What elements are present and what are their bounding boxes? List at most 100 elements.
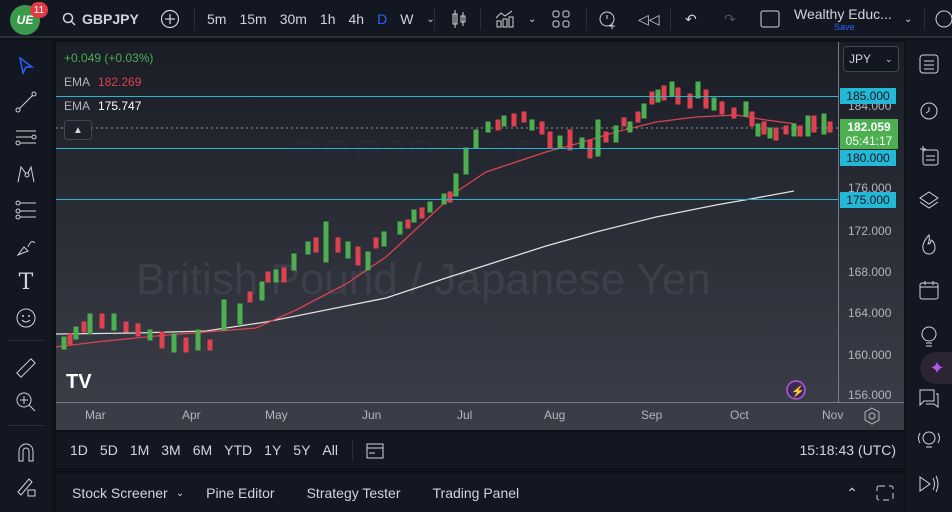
- time-tick: Aug: [544, 408, 566, 422]
- alerts-button[interactable]: [915, 96, 943, 124]
- interval-W[interactable]: W: [400, 11, 414, 27]
- ai-assistant-button[interactable]: ✦: [920, 352, 952, 384]
- chevron-down-icon[interactable]: ⌄: [528, 13, 537, 25]
- range-3M[interactable]: 3M: [161, 442, 181, 458]
- tab-trading-panel[interactable]: Trading Panel: [432, 485, 520, 501]
- range-6M[interactable]: 6M: [192, 442, 213, 458]
- interval-D[interactable]: D: [377, 11, 388, 27]
- replay-button[interactable]: ◁◁: [638, 0, 660, 38]
- pattern-tool[interactable]: [12, 160, 40, 188]
- alert-button[interactable]: [598, 0, 618, 38]
- support-line-180[interactable]: [56, 148, 838, 149]
- chart-pane[interactable]: GBPJPY, 1D British Pound / Japanese Yen …: [56, 42, 838, 402]
- maximize-panel-button[interactable]: [876, 485, 894, 501]
- chart-type-button[interactable]: [450, 0, 468, 38]
- text-icon: T: [18, 269, 34, 295]
- emoji-tool[interactable]: [12, 304, 40, 332]
- watchlist-button[interactable]: [915, 50, 943, 78]
- interval-5m[interactable]: 5m: [207, 11, 227, 27]
- line-label-175: 175.000: [840, 192, 896, 208]
- range-1D[interactable]: 1D: [70, 442, 88, 458]
- cursor-icon: [19, 57, 34, 75]
- flame-icon: [922, 233, 936, 255]
- cursor-tool[interactable]: [12, 52, 40, 80]
- time-tick: Sep: [641, 408, 663, 422]
- range-YTD[interactable]: YTD: [224, 442, 253, 458]
- interval-30m[interactable]: 30m: [279, 11, 307, 27]
- magnet-tool[interactable]: [12, 438, 40, 466]
- brush-icon: [16, 241, 36, 257]
- compare-button[interactable]: [160, 0, 180, 38]
- time-tick: Jun: [362, 408, 382, 422]
- ema-slow-row[interactable]: EMA 175.747: [64, 94, 153, 118]
- watermark-symbol: GBPJPY, 1D: [286, 130, 546, 182]
- interval-4h[interactable]: 4h: [348, 11, 365, 27]
- quick-search-icon[interactable]: [932, 0, 952, 38]
- range-5Y[interactable]: 5Y: [293, 442, 311, 458]
- lock-drawings-tool[interactable]: [12, 472, 40, 500]
- indicators-button[interactable]: ⌄: [494, 0, 536, 38]
- horizontal-lines-tool[interactable]: [12, 124, 40, 152]
- zoom-tool[interactable]: [12, 388, 40, 416]
- notifications-button[interactable]: [915, 426, 943, 454]
- interval-15m[interactable]: 15m: [239, 11, 267, 27]
- rewind-icon: ◁◁: [638, 10, 660, 27]
- collapse-legend-button[interactable]: ▲: [64, 120, 92, 140]
- range-All[interactable]: All: [322, 442, 338, 458]
- grid-icon: [552, 10, 570, 28]
- ideas-button[interactable]: [915, 322, 943, 350]
- symbol-search[interactable]: GBPJPY: [62, 0, 139, 38]
- tab-strategy-tester[interactable]: Strategy Tester: [306, 485, 401, 501]
- streams-button[interactable]: [915, 470, 943, 498]
- line-label-180: 180.000: [840, 150, 896, 166]
- fib-tool[interactable]: [12, 196, 40, 224]
- fullscreen-toggle[interactable]: [760, 0, 780, 38]
- time-axis[interactable]: [56, 402, 904, 430]
- bar-countdown: 05:41:17: [845, 134, 893, 148]
- calendar-button[interactable]: [915, 276, 943, 304]
- resistance-line-185[interactable]: [56, 96, 838, 97]
- layout-chevron-icon[interactable]: ⌄: [904, 13, 913, 25]
- trend-line-tool[interactable]: [12, 88, 40, 116]
- goto-date-button[interactable]: [365, 440, 385, 460]
- hotlists-button[interactable]: [915, 230, 943, 258]
- redo-button[interactable]: ↷: [724, 0, 736, 38]
- notification-badge: 11: [30, 2, 48, 18]
- chats-button[interactable]: [915, 384, 943, 412]
- undo-button[interactable]: ↶: [685, 0, 697, 38]
- object-tree-button[interactable]: [915, 142, 943, 170]
- measure-tool[interactable]: [12, 354, 40, 382]
- alarm-clock-icon: [920, 102, 938, 120]
- svg-text:⚡: ⚡: [791, 385, 805, 398]
- tab-stock-screener[interactable]: Stock Screener: [72, 485, 168, 501]
- utc-clock[interactable]: 15:18:43 (UTC): [799, 442, 896, 458]
- chart-settings-button[interactable]: [862, 406, 882, 426]
- text-tool[interactable]: T: [12, 268, 40, 296]
- chevron-down-icon[interactable]: ⌄: [175, 487, 185, 499]
- support-line-175[interactable]: [56, 199, 838, 200]
- layout-name-menu[interactable]: Wealthy Educ... Save: [794, 0, 892, 38]
- collapse-panel-button[interactable]: ⌃: [846, 484, 858, 501]
- ema-fast-row[interactable]: EMA 182.269: [64, 70, 153, 94]
- range-1M[interactable]: 1M: [129, 442, 150, 458]
- brush-tool[interactable]: [12, 232, 40, 260]
- range-1Y[interactable]: 1Y: [264, 442, 282, 458]
- time-tick: Oct: [730, 408, 749, 422]
- chevron-up-icon: ▲: [73, 124, 83, 136]
- layout-button[interactable]: [552, 0, 570, 38]
- ema-fast-value: 182.269: [98, 75, 142, 89]
- save-link[interactable]: Save: [834, 22, 855, 32]
- ema-slow-value: 175.747: [98, 99, 142, 113]
- price-change: +0.049 (+0.03%): [64, 51, 154, 65]
- zoom-in-icon: [16, 392, 36, 412]
- svg-text:TV: TV: [66, 371, 92, 393]
- ema-slow-label: EMA: [64, 99, 91, 113]
- range-5D[interactable]: 5D: [99, 442, 118, 458]
- line-label-185: 185.000: [840, 88, 896, 104]
- tab-pine-editor[interactable]: Pine Editor: [206, 485, 275, 501]
- magnet-icon: [18, 443, 34, 462]
- currency-selector[interactable]: JPY ⌄: [843, 46, 899, 72]
- interval-1h[interactable]: 1h: [319, 11, 336, 27]
- chevron-down-icon[interactable]: ⌄: [426, 13, 435, 25]
- layers-button[interactable]: [915, 186, 943, 214]
